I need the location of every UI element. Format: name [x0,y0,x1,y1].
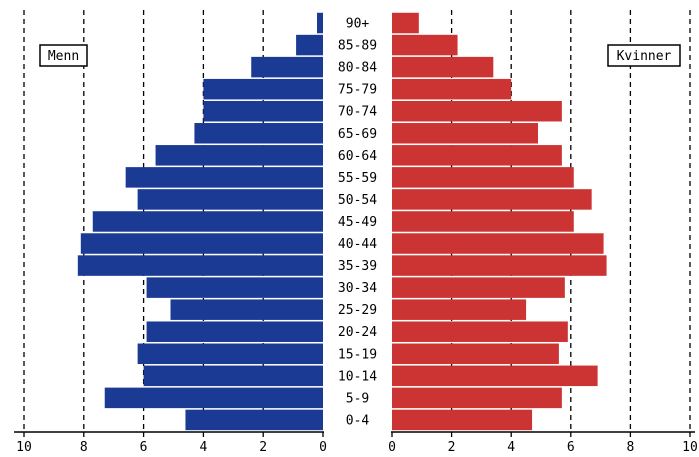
legend-kvinner-label: Kvinner [617,49,672,64]
bar-menn-75-79 [203,78,323,100]
category-label-25-29: 25-29 [338,303,377,318]
bar-menn-65-69 [194,123,323,144]
bar-kvinner-90+ [392,12,419,34]
tick-label-right-2: 2 [448,440,456,455]
tick-label-left-0: 0 [319,440,327,455]
bar-kvinner-75-79 [392,78,512,100]
bar-kvinner-70-74 [392,100,562,122]
tick-label-right-4: 4 [507,440,515,455]
tick-label-left-4: 4 [199,440,207,455]
bar-kvinner-40-44 [392,233,604,254]
bar-menn-10-14 [143,365,323,387]
tick-label-left-2: 2 [259,440,267,455]
bar-kvinner-10-14 [392,365,598,387]
tick-label-right-0: 0 [388,440,396,455]
bar-kvinner-35-39 [392,255,607,276]
category-label-85-89: 85-89 [338,39,377,54]
bar-kvinner-65-69 [392,123,539,144]
category-label-90+: 90+ [346,17,370,32]
category-label-40-44: 40-44 [338,237,377,252]
category-label-65-69: 65-69 [338,127,377,142]
bar-kvinner-55-59 [392,167,574,188]
category-label-15-19: 15-19 [338,347,377,362]
category-label-80-84: 80-84 [338,61,377,76]
category-label-20-24: 20-24 [338,325,377,340]
tick-label-right-8: 8 [626,440,634,455]
category-label-75-79: 75-79 [338,83,377,98]
bar-kvinner-0-4 [392,409,533,431]
menn-bars [77,12,324,431]
bar-kvinner-85-89 [392,34,458,56]
bar-kvinner-80-84 [392,56,494,78]
bar-kvinner-30-34 [392,277,565,298]
bar-menn-45-49 [92,211,324,232]
category-label-0-4: 0-4 [346,413,370,428]
bar-menn-70-74 [203,100,323,122]
bar-kvinner-20-24 [392,321,568,342]
bar-menn-85-89 [296,34,323,56]
bar-kvinner-5-9 [392,387,562,409]
bar-menn-50-54 [137,189,323,210]
category-label-30-34: 30-34 [338,281,377,296]
bar-kvinner-60-64 [392,145,562,166]
bar-menn-0-4 [185,409,323,431]
x-axes: 0 0 2 2 4 4 6 6 8 8 10 10 [14,431,698,455]
category-label-5-9: 5-9 [346,391,369,406]
bar-kvinner-25-29 [392,299,527,320]
bar-menn-15-19 [137,343,323,365]
category-label-70-74: 70-74 [338,105,377,120]
legend-menn: Menn [39,44,88,67]
bar-menn-5-9 [104,387,323,409]
kvinner-bars [392,12,607,431]
legend-kvinner: Kvinner [607,44,681,67]
bar-menn-80-84 [251,56,323,78]
bar-menn-60-64 [155,145,323,166]
category-label-45-49: 45-49 [338,215,377,230]
category-label-55-59: 55-59 [338,171,377,186]
legend-menn-label: Menn [48,49,79,64]
bar-menn-40-44 [80,233,323,254]
category-label-35-39: 35-39 [338,259,377,274]
bar-menn-30-34 [146,277,323,298]
bar-kvinner-50-54 [392,189,592,210]
bar-kvinner-15-19 [392,343,559,365]
tick-label-left-10: 10 [16,440,32,455]
category-label-50-54: 50-54 [338,193,377,208]
age-group-labels: 0-4 5-9 10-14 15-19 20-24 25-29 30-34 35-39 40-4… [338,17,377,429]
tick-label-left-6: 6 [140,440,148,455]
bar-kvinner-45-49 [392,211,574,232]
tick-label-right-6: 6 [567,440,575,455]
bar-menn-35-39 [77,255,323,276]
tick-label-right-10: 10 [682,440,698,455]
bar-menn-20-24 [146,321,323,342]
tick-label-left-8: 8 [80,440,88,455]
bar-menn-90+ [317,12,323,34]
category-label-60-64: 60-64 [338,149,377,164]
category-label-10-14: 10-14 [338,369,377,384]
bar-menn-25-29 [170,299,323,320]
bar-menn-55-59 [125,167,323,188]
